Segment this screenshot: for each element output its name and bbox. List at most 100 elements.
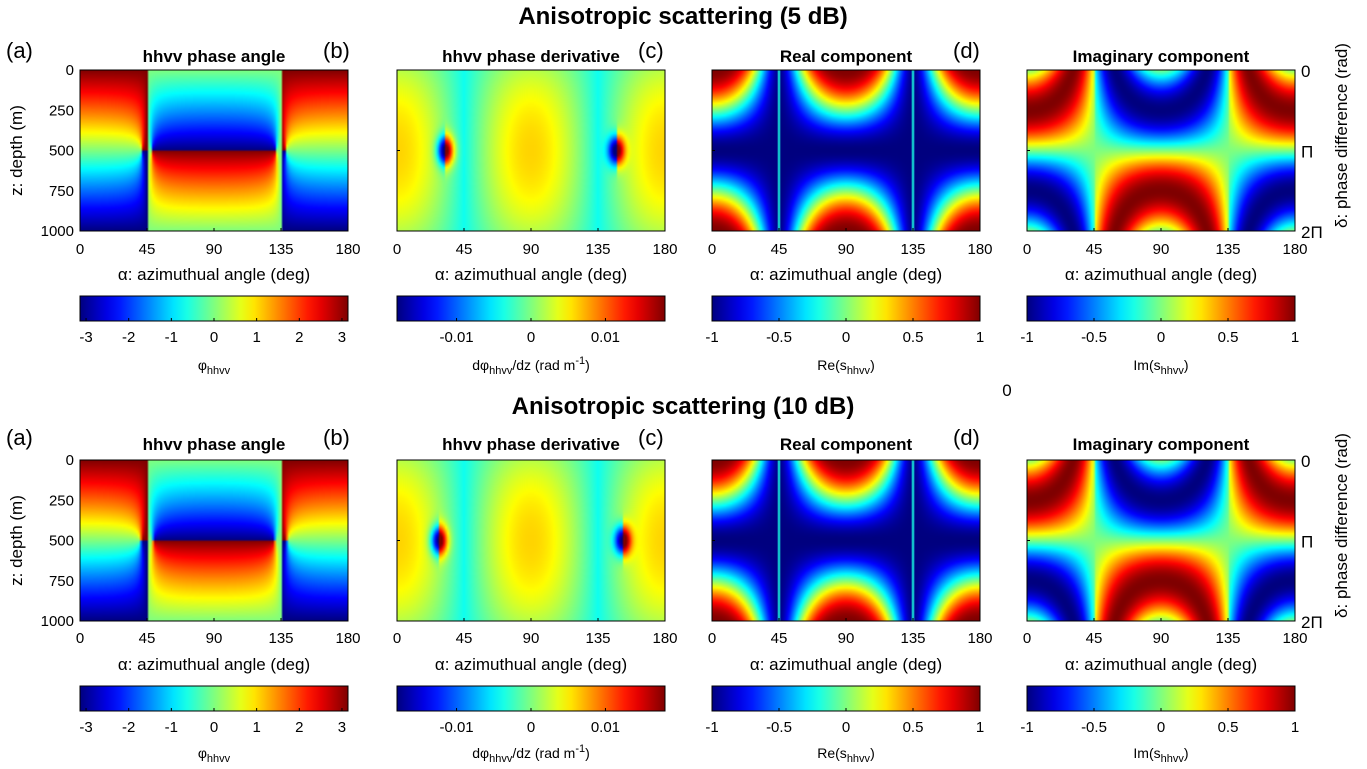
x-tick-label: 180 xyxy=(1282,241,1307,258)
panel-imag: (d) Imaginary component 0 45 90 135 180 α: azim… xyxy=(953,38,1351,377)
colorbar-label: dφhhvv/dz (rad m-1) xyxy=(472,355,590,377)
panel-derivative: (b) hhvv phase derivative 0 45 90 135 180 α: az… xyxy=(323,425,678,765)
colorbar-tick-label: 1 xyxy=(252,329,260,346)
y-tick-label: 0 xyxy=(66,452,74,469)
right-axis-label: δ: phase difference (rad) xyxy=(1332,43,1351,228)
colorbar-label-label-sub: hhvv xyxy=(847,753,871,765)
colorbar-tick-label: 1 xyxy=(976,719,984,736)
x-tick-label: 135 xyxy=(900,241,925,258)
panel-title: hhvv phase derivative xyxy=(442,435,620,454)
x-tick-label: 0 xyxy=(1023,241,1031,258)
colorbar-tick-label: -1 xyxy=(705,719,718,736)
heatmap-image xyxy=(397,70,665,231)
x-axis-label: α: azimuthual angle (deg) xyxy=(1065,655,1257,674)
colorbar-label: dφhhvv/dz (rad m-1) xyxy=(472,743,590,765)
panel-letter: (c) xyxy=(638,425,664,450)
panel-phase: (a) hhvv phase angle 0 45 90 135 180 α: azimuth… xyxy=(6,38,361,377)
colorbar-tick-label: 0 xyxy=(1157,329,1165,346)
y-tick-label: 1000 xyxy=(41,223,74,240)
figure-row-2: Anisotropic scattering (10 dB) (a) hhvv ph… xyxy=(6,393,1351,765)
colorbar-tick-label: 0 xyxy=(210,329,218,346)
panel-letter: (d) xyxy=(953,38,980,63)
colorbar xyxy=(79,295,349,322)
x-tick-label: 0 xyxy=(708,630,716,647)
colorbar-tick-label: -3 xyxy=(79,719,92,736)
x-axis-label: α: azimuthual angle (deg) xyxy=(435,265,627,284)
x-tick-label: 180 xyxy=(335,241,360,258)
x-tick-label: 90 xyxy=(1153,241,1170,258)
colorbar-label-label-tail: ) xyxy=(1184,745,1189,761)
colorbar-label: φhhvv xyxy=(198,357,231,377)
x-axis-label: α: azimuthual angle (deg) xyxy=(118,265,310,284)
panel-imag: (d) Imaginary component 0 45 90 135 180 α: azim… xyxy=(953,425,1351,765)
x-tick-label: 0 xyxy=(76,241,84,258)
x-tick-label: 0 xyxy=(708,241,716,258)
colorbar-label-label: Im(s xyxy=(1133,745,1160,761)
x-axis-label: α: azimuthual angle (deg) xyxy=(118,655,310,674)
colorbar-label: Re(shhvv) xyxy=(817,357,874,377)
y-tick-label: 500 xyxy=(49,143,74,160)
colorbar-label-label-tail: ) xyxy=(1184,357,1189,373)
colorbar xyxy=(711,295,981,322)
colorbar-label: Im(shhvv) xyxy=(1133,357,1188,377)
x-tick-label: 90 xyxy=(206,630,223,647)
panel-title: Imaginary component xyxy=(1073,435,1250,454)
colorbar-tick-label: -3 xyxy=(79,329,92,346)
heatmap-image xyxy=(80,70,348,231)
panel-title: Real component xyxy=(780,47,913,66)
x-tick-label: 0 xyxy=(393,241,401,258)
x-axis-label: α: azimuthual angle (deg) xyxy=(750,265,942,284)
colorbar-label-sup-tail: ) xyxy=(585,745,590,761)
colorbar-tick-label: -1 xyxy=(1020,329,1033,346)
x-tick-label: 45 xyxy=(456,241,473,258)
x-tick-label: 90 xyxy=(1153,630,1170,647)
x-tick-label: 135 xyxy=(268,630,293,647)
colorbar-tick-label: 0.5 xyxy=(1218,329,1239,346)
colorbar-label-label: φ xyxy=(198,357,207,373)
x-tick-label: 180 xyxy=(1282,630,1307,647)
panel-title: Real component xyxy=(780,435,913,454)
colorbar-tick-label: 0.5 xyxy=(903,719,924,736)
x-tick-label: 90 xyxy=(838,241,855,258)
stray-zero-label: 0 xyxy=(1002,381,1011,400)
colorbar-label-label-tail: ) xyxy=(870,357,875,373)
x-tick-label: 45 xyxy=(771,241,788,258)
colorbar-tick-label: 1 xyxy=(1291,329,1299,346)
y-tick-label: 0 xyxy=(66,62,74,79)
colorbar xyxy=(711,685,981,712)
colorbar-label: φhhvv xyxy=(198,745,231,765)
colorbar-tick-label: -0.01 xyxy=(439,329,473,346)
colorbar-tick-label: 0.5 xyxy=(903,329,924,346)
colorbar-tick-label: -1 xyxy=(165,329,178,346)
panel-letter: (a) xyxy=(6,38,33,63)
colorbar-tick-label: 2 xyxy=(295,719,303,736)
colorbar-tick-label: 0.01 xyxy=(591,719,620,736)
colorbar-tick-label: -1 xyxy=(165,719,178,736)
x-tick-label: 45 xyxy=(771,630,788,647)
colorbar-label-label-tail: ) xyxy=(870,745,875,761)
x-tick-label: 45 xyxy=(139,241,156,258)
colorbar-label-label: dφ xyxy=(472,745,489,761)
heatmap-image xyxy=(80,460,348,621)
colorbar-label-label-sub: hhvv xyxy=(207,753,231,765)
colorbar-tick-label: 3 xyxy=(338,719,346,736)
panel-title: hhvv phase angle xyxy=(143,47,286,66)
colorbar-tick-label: 0 xyxy=(842,719,850,736)
colorbar-tick-label: -2 xyxy=(122,719,135,736)
heatmap-image xyxy=(1027,70,1295,231)
colorbar xyxy=(1026,685,1296,712)
heatmap-image xyxy=(712,70,980,231)
panel-phase: (a) hhvv phase angle 0 45 90 135 180 α: azimuth… xyxy=(6,425,361,765)
x-tick-label: 0 xyxy=(393,630,401,647)
x-tick-label: 180 xyxy=(967,241,992,258)
panel-letter: (a) xyxy=(6,425,33,450)
colorbar-label-label-sub: hhvv xyxy=(489,753,513,765)
y-tick-label: 500 xyxy=(49,533,74,550)
colorbar xyxy=(1026,295,1296,322)
x-tick-label: 90 xyxy=(838,630,855,647)
right-tick-label: 2Π xyxy=(1301,613,1323,632)
x-tick-label: 180 xyxy=(652,241,677,258)
colorbar-tick-label: -0.5 xyxy=(1081,329,1107,346)
colorbar-tick-label: 1 xyxy=(1291,719,1299,736)
